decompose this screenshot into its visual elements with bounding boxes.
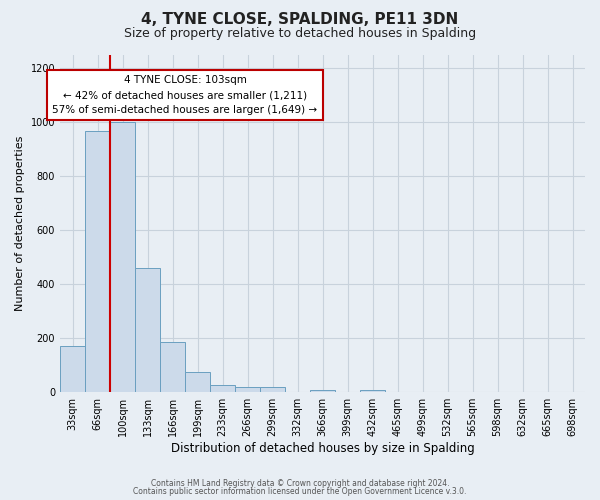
Bar [60, 346, 85, 392]
Bar [160, 342, 185, 392]
Bar [310, 390, 335, 392]
Text: 4, TYNE CLOSE, SPALDING, PE11 3DN: 4, TYNE CLOSE, SPALDING, PE11 3DN [142, 12, 458, 28]
Text: 4 TYNE CLOSE: 103sqm
← 42% of detached houses are smaller (1,211)
57% of semi-de: 4 TYNE CLOSE: 103sqm ← 42% of detached h… [52, 75, 317, 115]
Bar [260, 388, 285, 392]
Text: Size of property relative to detached houses in Spalding: Size of property relative to detached ho… [124, 28, 476, 40]
Text: Contains public sector information licensed under the Open Government Licence v.: Contains public sector information licen… [133, 487, 467, 496]
Bar [135, 268, 160, 392]
Bar [235, 388, 260, 392]
Bar [185, 372, 210, 392]
Bar [110, 122, 135, 392]
Bar [85, 130, 110, 392]
X-axis label: Distribution of detached houses by size in Spalding: Distribution of detached houses by size … [170, 442, 475, 455]
Y-axis label: Number of detached properties: Number of detached properties [15, 136, 25, 312]
Text: Contains HM Land Registry data © Crown copyright and database right 2024.: Contains HM Land Registry data © Crown c… [151, 478, 449, 488]
Bar [210, 386, 235, 392]
Bar [360, 390, 385, 392]
